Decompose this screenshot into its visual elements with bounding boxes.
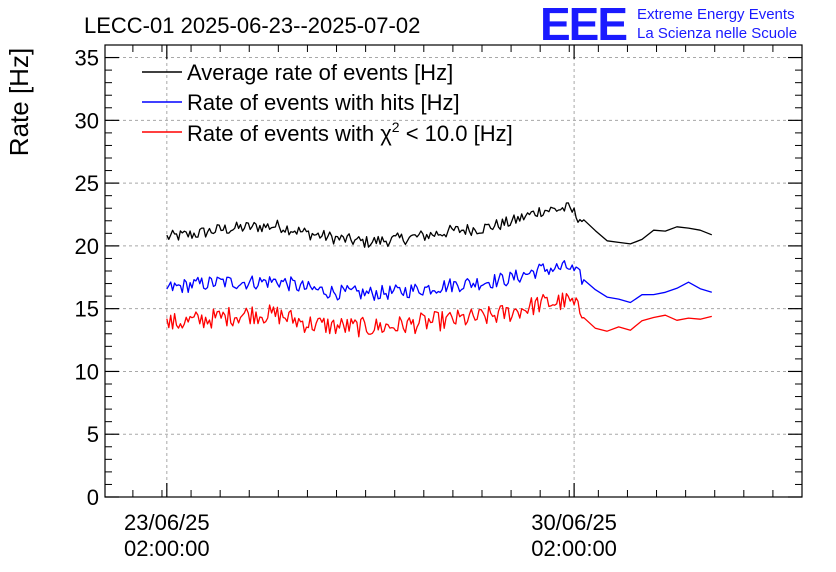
legend-entry-hits: Rate of events with hits [Hz] <box>187 90 460 115</box>
eee-logo-line1: Extreme Energy Events <box>637 6 795 23</box>
x-tick-label-time: 02:00:00 <box>531 536 617 561</box>
y-tick-label: 10 <box>75 359 99 384</box>
y-tick-label: 20 <box>75 234 99 259</box>
y-tick-label: 35 <box>75 46 99 71</box>
series-line-1 <box>166 260 712 304</box>
eee-logo-letters: EEE <box>540 0 626 50</box>
series-line-2 <box>166 292 712 338</box>
plot-frame <box>104 44 803 498</box>
y-tick-labels: 0 5 10 15 20 25 30 35 <box>75 46 99 510</box>
y-axis-label: Rate [Hz] <box>4 48 34 156</box>
x-tick-label-date: 30/06/25 <box>531 510 617 535</box>
data-series <box>166 202 713 338</box>
y-tick-label: 15 <box>75 297 99 322</box>
legend: Average rate of events [Hz] Rate of even… <box>142 60 513 146</box>
y-tick-label: 25 <box>75 171 99 196</box>
x-tick-label-time: 02:00:00 <box>124 536 210 561</box>
eee-logo-line2: La Scienza nelle Scuole <box>637 25 797 42</box>
grid <box>105 45 802 497</box>
x-tick-label-date: 23/06/25 <box>124 510 210 535</box>
chart-title: LECC-01 2025-06-23--2025-07-02 <box>84 13 420 38</box>
legend-entry-chi2: Rate of events with χ2 < 10.0 [Hz] <box>187 119 513 146</box>
eee-logo: EEE Extreme Energy Events La Scienza nel… <box>540 0 797 50</box>
legend-entry-average: Average rate of events [Hz] <box>187 60 453 85</box>
y-tick-label: 30 <box>75 108 99 133</box>
y-tick-label: 0 <box>87 485 99 510</box>
y-tick-label: 5 <box>87 422 99 447</box>
series-line-0 <box>166 202 713 248</box>
